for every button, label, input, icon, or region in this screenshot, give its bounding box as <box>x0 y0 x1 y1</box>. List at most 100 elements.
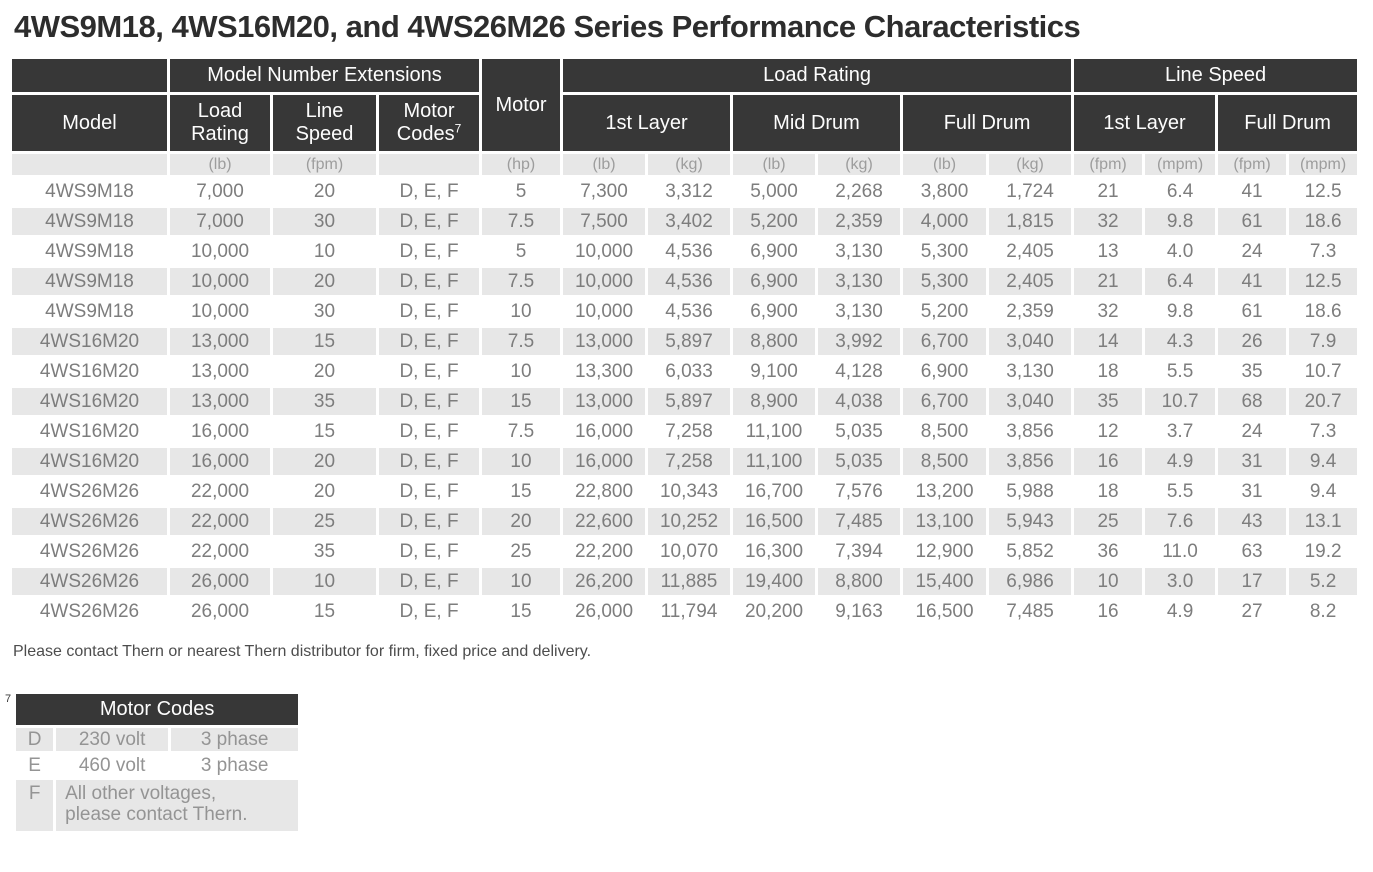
cell-load-rating-lb: 7,000 <box>170 208 270 235</box>
cell-motor-hp: 7.5 <box>482 208 560 235</box>
motor-codes-body: D 230 volt 3 phase E 460 volt 3 phase F All oth… <box>16 728 299 831</box>
cell-speed-1st-layer-fpm: 18 <box>1074 358 1143 385</box>
cell-load-mid-drum-kg: 2,359 <box>818 208 900 235</box>
cell-load-1st-layer-kg: 4,536 <box>648 238 730 265</box>
cell-load-mid-drum-lb: 16,300 <box>733 538 815 565</box>
units-cell-speed-1st-layer-mpm: (mpm) <box>1145 154 1216 175</box>
cell-load-full-drum-lb: 13,200 <box>903 478 986 505</box>
cell-load-1st-layer-kg: 3,312 <box>648 178 730 205</box>
cell-speed-1st-layer-mpm: 4.3 <box>1145 328 1216 355</box>
cell-model: 4WS16M20 <box>12 418 167 445</box>
cell-load-full-drum-kg: 3,040 <box>989 388 1072 415</box>
cell-motor-hp: 5 <box>482 178 560 205</box>
cell-speed-1st-layer-fpm: 16 <box>1074 598 1143 625</box>
cell-load-mid-drum-kg: 8,800 <box>818 568 900 595</box>
cell-load-full-drum-lb: 6,700 <box>903 388 986 415</box>
cell-speed-1st-layer-mpm: 6.4 <box>1145 268 1216 295</box>
cell-speed-full-drum-mpm: 9.4 <box>1289 448 1358 475</box>
cell-speed-full-drum-mpm: 20.7 <box>1289 388 1358 415</box>
cell-load-mid-drum-lb: 6,900 <box>733 238 815 265</box>
group-header-line-speed: Line Speed <box>1074 59 1358 92</box>
cell-load-full-drum-kg: 2,359 <box>989 298 1072 325</box>
cell-load-full-drum-lb: 3,800 <box>903 178 986 205</box>
cell-load-rating-lb: 22,000 <box>170 508 270 535</box>
column-header-load-mid-drum: Mid Drum <box>733 95 900 151</box>
cell-load-mid-drum-kg: 4,128 <box>818 358 900 385</box>
cell-speed-1st-layer-fpm: 14 <box>1074 328 1143 355</box>
contact-note: Please contact Thern or nearest Thern di… <box>13 643 592 660</box>
cell-load-full-drum-kg: 5,852 <box>989 538 1072 565</box>
motor-code-row: E 460 volt 3 phase <box>16 754 299 777</box>
cell-load-mid-drum-kg: 7,394 <box>818 538 900 565</box>
cell-load-mid-drum-kg: 3,130 <box>818 298 900 325</box>
cell-line-speed-fpm: 20 <box>273 448 376 475</box>
cell-motor-hp: 7.5 <box>482 268 560 295</box>
cell-load-mid-drum-kg: 4,038 <box>818 388 900 415</box>
performance-table-body: 4WS9M18 7,000 20 D, E, F 5 7,300 3,312 5,000 2,2… <box>12 178 1358 625</box>
cell-load-1st-layer-lb: 10,000 <box>563 238 645 265</box>
cell-speed-full-drum-fpm: 26 <box>1218 328 1287 355</box>
cell-load-full-drum-lb: 15,400 <box>903 568 986 595</box>
cell-speed-1st-layer-fpm: 35 <box>1074 388 1143 415</box>
cell-motor-hp: 10 <box>482 298 560 325</box>
cell-load-full-drum-lb: 8,500 <box>903 418 986 445</box>
units-cell-load-mid-drum-kg: (kg) <box>818 154 900 175</box>
table-row: 4WS9M18 7,000 20 D, E, F 5 7,300 3,312 5,000 2,2… <box>12 178 1358 205</box>
cell-load-rating-lb: 16,000 <box>170 418 270 445</box>
cell-load-mid-drum-lb: 8,800 <box>733 328 815 355</box>
cell-speed-1st-layer-mpm: 3.0 <box>1145 568 1216 595</box>
cell-speed-1st-layer-fpm: 13 <box>1074 238 1143 265</box>
cell-load-mid-drum-kg: 3,130 <box>818 238 900 265</box>
cell-model: 4WS26M26 <box>12 568 167 595</box>
cell-speed-1st-layer-mpm: 7.6 <box>1145 508 1216 535</box>
cell-load-1st-layer-lb: 22,600 <box>563 508 645 535</box>
cell-speed-1st-layer-fpm: 10 <box>1074 568 1143 595</box>
column-header-speed-full-drum: Full Drum <box>1218 95 1358 151</box>
cell-load-full-drum-kg: 3,040 <box>989 328 1072 355</box>
cell-load-mid-drum-kg: 2,268 <box>818 178 900 205</box>
motor-codes-section: 7 Motor Codes D 230 volt 3 phase E 460 volt 3… <box>5 691 1373 834</box>
table-row: 4WS26M26 26,000 15 D, E, F 15 26,000 11,794 20,… <box>12 598 1358 625</box>
cell-speed-full-drum-fpm: 61 <box>1218 208 1287 235</box>
cell-load-1st-layer-kg: 6,033 <box>648 358 730 385</box>
cell-load-rating-lb: 16,000 <box>170 448 270 475</box>
model-column-spacer <box>12 59 167 92</box>
cell-speed-full-drum-fpm: 61 <box>1218 298 1287 325</box>
cell-speed-full-drum-fpm: 27 <box>1218 598 1287 625</box>
cell-load-full-drum-kg: 1,724 <box>989 178 1072 205</box>
cell-load-full-drum-lb: 5,300 <box>903 268 986 295</box>
motor-codes-label: Motor Codes <box>396 100 455 145</box>
cell-line-speed-fpm: 15 <box>273 418 376 445</box>
cell-motor-codes: D, E, F <box>379 598 479 625</box>
cell-speed-1st-layer-mpm: 4.0 <box>1145 238 1216 265</box>
cell-load-full-drum-lb: 12,900 <box>903 538 986 565</box>
cell-load-mid-drum-kg: 7,576 <box>818 478 900 505</box>
cell-line-speed-fpm: 10 <box>273 568 376 595</box>
cell-load-rating-lb: 26,000 <box>170 598 270 625</box>
motor-code-voltage: 460 volt <box>56 754 169 777</box>
cell-motor-codes: D, E, F <box>379 448 479 475</box>
motor-code-letter: E <box>16 754 54 777</box>
cell-load-full-drum-lb: 5,300 <box>903 238 986 265</box>
cell-load-full-drum-lb: 6,700 <box>903 328 986 355</box>
cell-line-speed-fpm: 10 <box>273 238 376 265</box>
cell-load-rating-lb: 13,000 <box>170 358 270 385</box>
cell-motor-codes: D, E, F <box>379 268 479 295</box>
cell-load-rating-lb: 10,000 <box>170 298 270 325</box>
cell-load-1st-layer-kg: 3,402 <box>648 208 730 235</box>
motor-codes-table: Motor Codes D 230 volt 3 phase E 460 volt 3 p… <box>13 691 301 834</box>
group-header-model-number-extensions: Model Number Extensions <box>170 59 479 92</box>
cell-load-mid-drum-lb: 16,700 <box>733 478 815 505</box>
cell-load-full-drum-kg: 3,856 <box>989 448 1072 475</box>
table-row: 4WS26M26 22,000 25 D, E, F 20 22,600 10,252 16,… <box>12 508 1358 535</box>
cell-load-1st-layer-lb: 16,000 <box>563 448 645 475</box>
cell-motor-codes: D, E, F <box>379 208 479 235</box>
units-cell-load-mid-drum-lb: (lb) <box>733 154 815 175</box>
cell-speed-full-drum-mpm: 9.4 <box>1289 478 1358 505</box>
column-header-load-rating: Load Rating <box>170 95 270 151</box>
table-row: 4WS9M18 10,000 10 D, E, F 5 10,000 4,536 6,900 3… <box>12 238 1358 265</box>
cell-model: 4WS9M18 <box>12 178 167 205</box>
motor-code-voltage: 230 volt <box>56 728 169 751</box>
units-cell-motor-hp: (hp) <box>482 154 560 175</box>
cell-load-full-drum-kg: 1,815 <box>989 208 1072 235</box>
